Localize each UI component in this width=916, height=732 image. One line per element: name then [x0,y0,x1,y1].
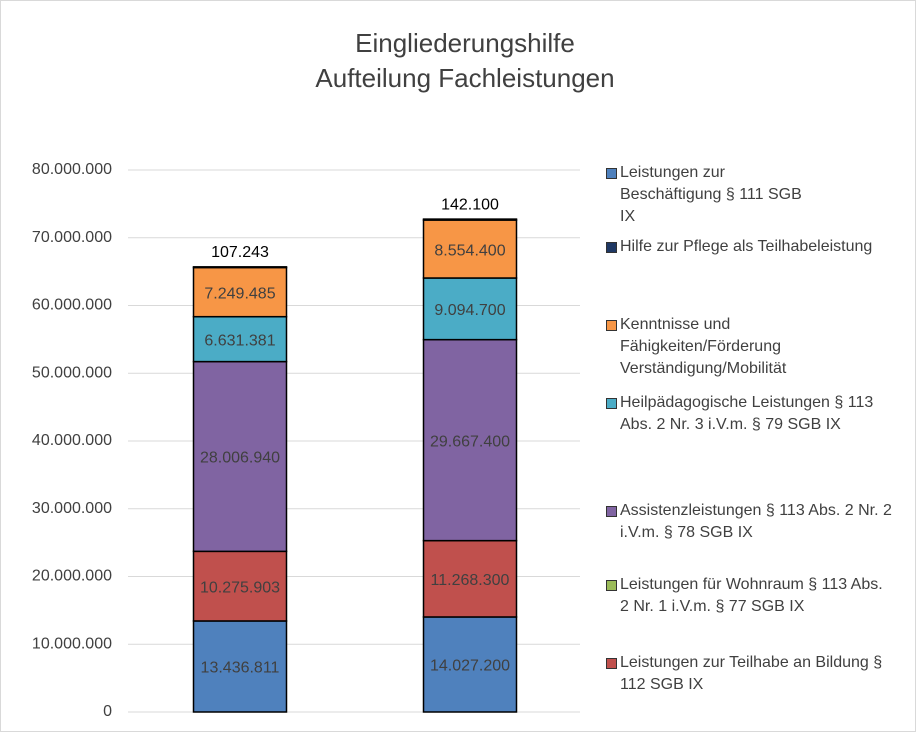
bar-segment [192,550,288,622]
legend-entry: Assistenzleistungen § 113 Abs. 2 Nr. 2 i… [606,500,906,544]
bar-segment [422,616,518,713]
data-label: 8.554.400 [434,242,505,259]
y-tick-label: 80.000.000 [32,161,112,178]
data-label: 142.100 [441,196,499,213]
bar-segment [192,620,288,713]
bar-segment [422,218,518,221]
legend-label: Kenntnisse und Fähigkeiten/Förderung Ver… [620,316,787,377]
bar-segment [422,539,518,618]
bar-segment [192,266,288,318]
data-label: 14.027.200 [430,658,510,675]
legend-entry: Leistungen für Wohnraum § 113 Abs. 2 Nr.… [606,574,886,618]
y-tick-label: 20.000.000 [32,568,112,585]
data-label: 28.006.940 [200,450,280,467]
y-tick-label: 30.000.000 [32,500,112,517]
legend-swatch [606,658,617,669]
bar-segment [422,219,518,279]
legend-swatch [606,398,617,409]
legend-label: Leistungen zur Teilhabe an Bildung § 112… [620,654,883,693]
legend-swatch [606,242,617,253]
data-label: 7.249.485 [204,285,275,302]
data-label: 6.631.381 [204,332,275,349]
bar-segment [192,315,288,363]
y-tick-label: 0 [103,703,112,720]
data-label: 13.436.811 [201,660,280,677]
data-label: 9.094.700 [434,302,505,319]
data-label: 11.268.300 [431,572,510,589]
legend-entry: Leistungen zur Teilhabe an Bildung § 112… [606,652,896,696]
data-label: 107.243 [211,244,269,261]
legend-label: Leistungen zur Beschäftigung § 111 SGB I… [620,164,802,225]
chart-title: Eingliederungshilfe [355,28,575,58]
legend-entry: Hilfe zur Pflege als Teilhabeleistung [606,236,886,258]
legend-label: Leistungen für Wohnraum § 113 Abs. 2 Nr.… [620,576,883,615]
y-tick-label: 40.000.000 [32,432,112,449]
legend-label: Assistenzleistungen § 113 Abs. 2 Nr. 2 i… [620,502,892,541]
data-label: 29.667.400 [430,433,510,450]
bar-segment [422,277,518,341]
bar-segment [422,338,518,542]
chart-subtitle: Aufteilung Fachleistungen [315,63,614,93]
y-tick-label: 10.000.000 [32,635,112,652]
legend-label: Hilfe zur Pflege als Teilhabeleistung [620,238,873,255]
legend-swatch [606,320,617,331]
y-tick-label: 70.000.000 [32,229,112,246]
y-tick-label: 60.000.000 [32,297,112,314]
legend-swatch [606,168,617,179]
bar-segment [192,266,288,269]
legend-swatch [606,506,617,517]
y-tick-label: 50.000.000 [32,364,112,381]
legend-entry: Kenntnisse und Fähigkeiten/Förderung Ver… [606,314,816,380]
legend-entry: Heilpädagogische Leistungen § 113 Abs. 2… [606,392,896,436]
legend-entry: Leistungen zur Beschäftigung § 111 SGB I… [606,162,806,228]
legend-label: Heilpädagogische Leistungen § 113 Abs. 2… [620,394,874,433]
data-label: 10.275.903 [200,579,280,596]
legend-swatch [606,580,617,591]
